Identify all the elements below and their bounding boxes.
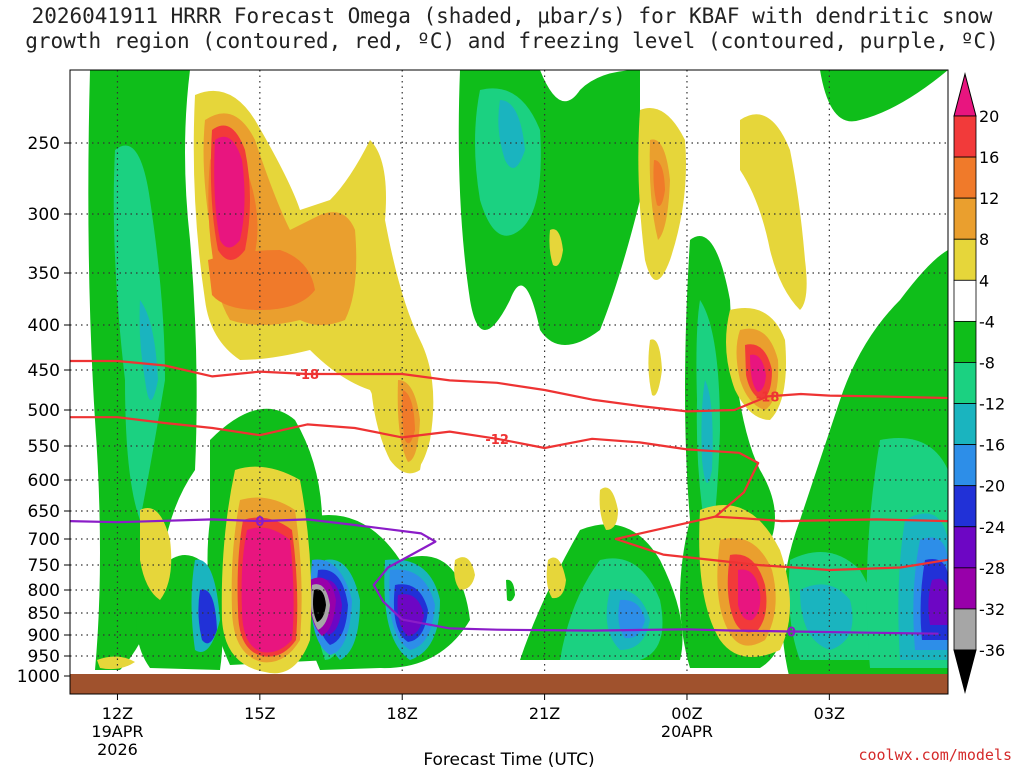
omega-shading [70,70,948,680]
colorbar-label: 20 [979,107,999,126]
y-tick-label: 250 [28,134,60,154]
colorbar-swatch [953,403,977,446]
colorbar-swatch [953,485,977,528]
contour-label: -18 [296,368,320,383]
source-credit: coolwx.com/models [858,746,1012,764]
y-tick-label: 950 [28,647,60,667]
colorbar-label: -20 [979,477,1005,496]
y-tick-label: 700 [28,530,60,550]
omega-colorbar: 20 16 12 8 4 -4 -8 -12 -16 -20 -24 -28 -32 -36 [953,72,1005,694]
title-line-1: 2026041911 HRRR Forecast Omega (shaded, … [31,4,993,28]
contour-dendritic-lower-branch [614,515,948,572]
colorbar-label: 4 [979,271,989,290]
colorbar-swatch [953,320,977,363]
colorbar-swatch [953,608,977,651]
x-tick-label: 12Z [102,704,133,723]
colorbar-label: -28 [979,559,1005,578]
y-tick-label: 900 [28,626,60,646]
colorbar-label: -32 [979,600,1005,619]
pressure-axis: 2503003504004505005506006507007508008509… [17,134,70,687]
colorbar-swatch [953,279,977,322]
plot-frame [69,69,949,695]
y-tick-label: 350 [28,264,60,284]
y-tick-label: 600 [28,471,60,491]
colorbar-label: -36 [979,641,1005,660]
contour-dendritic-upper [70,359,948,413]
colorbar-swatch [953,526,977,569]
y-tick-label: 300 [28,205,60,225]
x-tick-date: 19APR [91,722,143,741]
y-tick-label: 650 [28,502,60,522]
contour-dendritic-lower [70,416,948,523]
y-tick-label: 550 [28,437,60,457]
chart-title: 2026041911 HRRR Forecast Omega (shaded, … [0,4,1024,54]
x-tick-label: 18Z [387,704,418,723]
colorbar-swatch [953,197,977,240]
colorbar-label: 12 [979,189,999,208]
colorbar-label: 16 [979,148,999,167]
colorbar-label: -24 [979,518,1005,537]
ground-terrain [70,674,948,694]
contour-freezing-level [70,518,939,635]
y-tick-label: 750 [28,556,60,576]
title-line-2: growth region (contoured, red, ºC) and f… [25,29,999,53]
colorbar-label: 8 [979,230,989,249]
y-tick-label: 850 [28,604,60,624]
colorbar-label: -8 [979,353,995,372]
colorbar-swatch [953,444,977,487]
colorbar-label: -4 [979,312,995,331]
temperature-contours: -18 -18 -12 0 0 [70,359,948,640]
x-tick-label: 00Z [671,704,702,723]
contour-label: 0 [787,625,796,640]
y-tick-label: 450 [28,361,60,381]
colorbar-label: -16 [979,436,1005,455]
colorbar-top-arrow [953,72,977,117]
x-tick-date: 20APR [661,722,713,741]
colorbar-swatch [953,567,977,610]
colorbar-swatch [953,115,977,158]
y-tick-label: 800 [28,581,60,601]
contour-label: 0 [255,515,264,530]
colorbar-swatch [953,362,977,404]
contour-label: -18 [756,390,780,405]
y-tick-label: 1000 [17,667,60,687]
x-tick-year: 2026 [97,740,138,759]
colorbar-swatch [953,156,977,199]
colorbar-label: -12 [979,395,1005,414]
colorbar-swatch [953,238,977,281]
colorbar-bottom-arrow [953,649,977,694]
contour-label: -12 [485,433,509,448]
y-tick-label: 400 [28,316,60,336]
x-axis-label: Forecast Time (UTC) [423,750,594,768]
x-tick-label: 15Z [244,704,275,723]
x-tick-label: 03Z [814,704,845,723]
y-tick-label: 500 [28,401,60,421]
x-tick-label: 21Z [529,704,560,723]
